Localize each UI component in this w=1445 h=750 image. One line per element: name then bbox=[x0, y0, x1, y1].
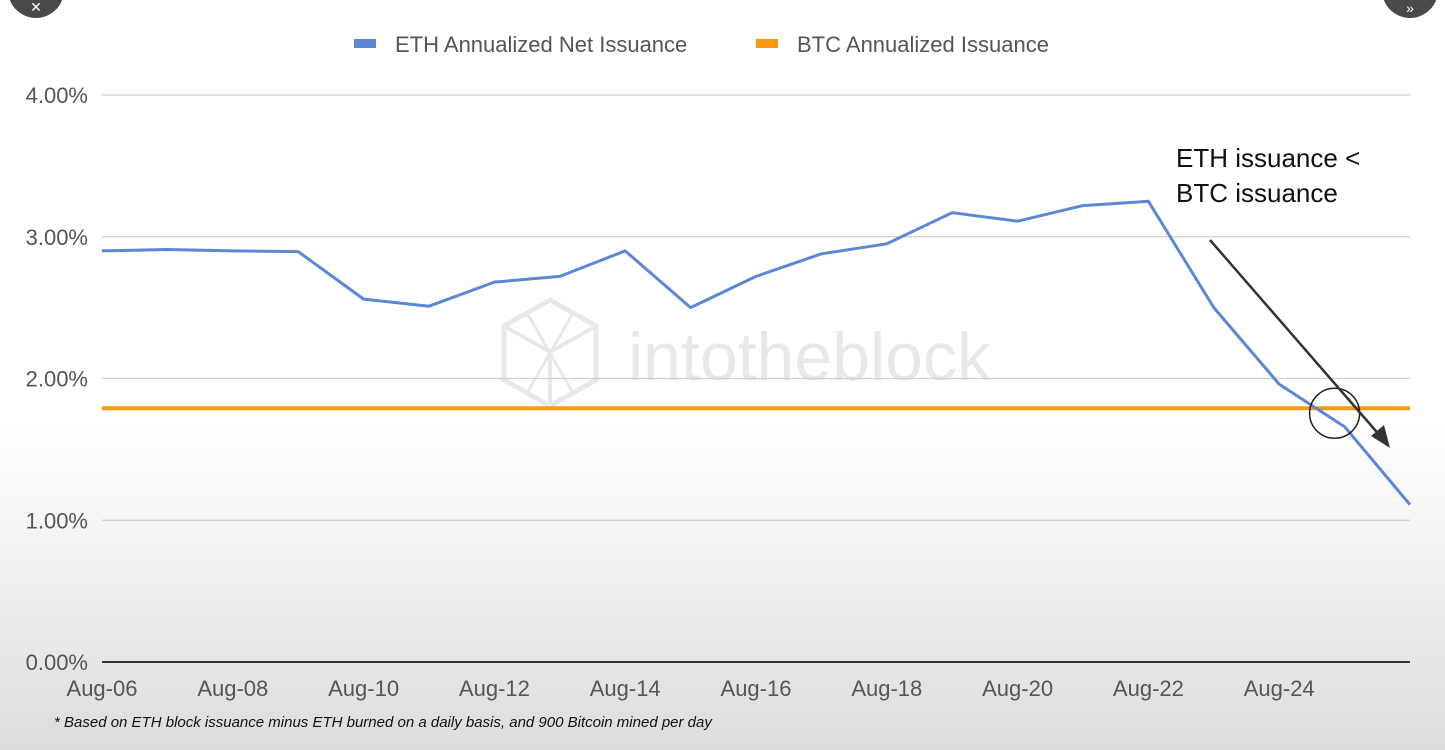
x-tick-label: Aug-24 bbox=[1244, 676, 1315, 701]
x-tick-label: Aug-08 bbox=[197, 676, 268, 701]
legend-swatch-btc bbox=[756, 39, 778, 48]
annotation-text: BTC issuance bbox=[1176, 178, 1338, 208]
footnote: * Based on ETH block issuance minus ETH … bbox=[54, 714, 713, 731]
x-tick-label: Aug-14 bbox=[590, 676, 661, 701]
close-overlay-icon[interactable]: ✕ bbox=[8, 0, 64, 18]
annotation-text: ETH issuance < bbox=[1176, 143, 1360, 173]
x-tick-label: Aug-22 bbox=[1113, 676, 1184, 701]
legend-swatch-eth bbox=[354, 39, 376, 48]
highlight-circle bbox=[1308, 387, 1361, 440]
y-tick-label: 3.00% bbox=[26, 225, 88, 250]
y-tick-label: 4.00% bbox=[26, 83, 88, 108]
x-tick-label: Aug-10 bbox=[328, 676, 399, 701]
annotation-arrow-line bbox=[1209, 239, 1383, 439]
expand-overlay-icon[interactable]: » bbox=[1382, 0, 1438, 18]
x-tick-label: Aug-20 bbox=[982, 676, 1053, 701]
x-tick-label: Aug-06 bbox=[67, 676, 138, 701]
y-tick-label: 2.00% bbox=[26, 367, 88, 392]
x-tick-label: Aug-18 bbox=[851, 676, 922, 701]
legend-label-eth: ETH Annualized Net Issuance bbox=[395, 32, 687, 57]
y-tick-label: 1.00% bbox=[26, 508, 88, 533]
annotation-arrow-head bbox=[1371, 425, 1390, 448]
x-tick-label: Aug-12 bbox=[459, 676, 530, 701]
watermark: intotheblock bbox=[501, 297, 992, 409]
y-tick-label: 0.00% bbox=[26, 650, 88, 675]
legend-label-btc: BTC Annualized Issuance bbox=[797, 32, 1049, 57]
watermark-text: intotheblock bbox=[628, 319, 992, 395]
x-tick-label: Aug-16 bbox=[721, 676, 792, 701]
